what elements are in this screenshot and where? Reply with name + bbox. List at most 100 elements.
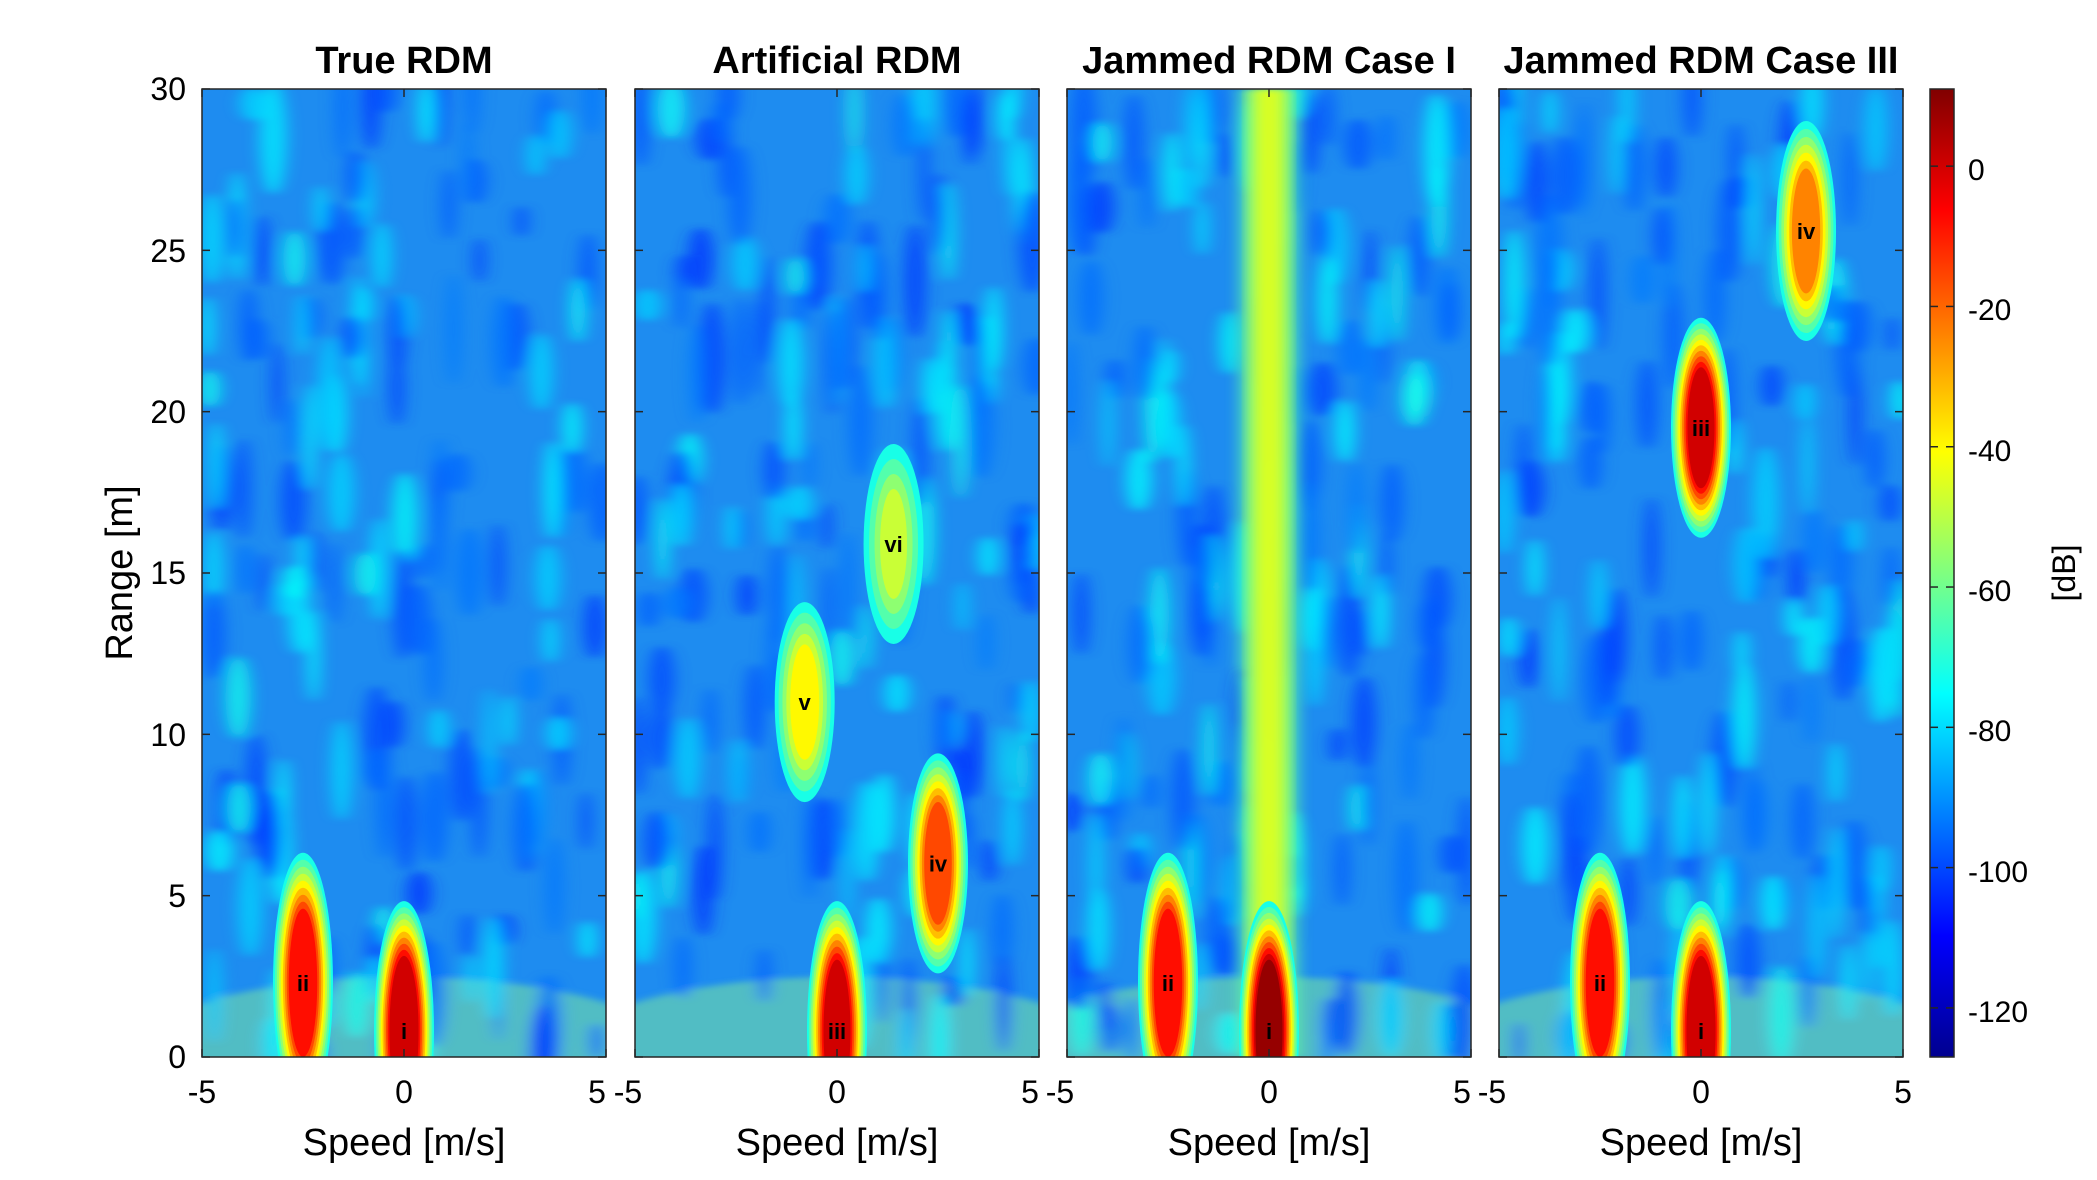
noise-blob — [1514, 1021, 1525, 1057]
noise-blob — [1216, 132, 1230, 179]
noise-blob — [589, 1022, 605, 1057]
noise-blob — [1518, 627, 1538, 689]
noise-blob — [805, 220, 832, 312]
noise-blob — [1018, 190, 1039, 294]
noise-blob — [847, 89, 861, 155]
noise-blob — [749, 810, 771, 854]
noise-blob — [1736, 923, 1761, 1000]
noise-blob — [1760, 364, 1784, 408]
noise-blob — [584, 593, 606, 659]
noise-blob — [1830, 826, 1843, 940]
colorbar-tick-label: -100 — [1968, 856, 2028, 889]
panel-artificial-rdm: iii iv v vi — [634, 88, 1040, 1058]
noise-blob — [1829, 524, 1853, 604]
noise-blob — [1883, 545, 1899, 607]
noise-blob — [1680, 609, 1703, 673]
noise-blob — [1191, 579, 1211, 657]
noise-blob — [578, 920, 597, 959]
noise-blob — [526, 134, 545, 177]
noise-blob — [1351, 675, 1377, 768]
colorbar-ticks — [1930, 165, 1954, 1009]
noise-blob — [1655, 613, 1672, 681]
noise-blob — [1636, 359, 1659, 450]
noise-blob — [296, 294, 308, 356]
noise-blob — [703, 687, 718, 756]
noise-blob — [513, 782, 539, 874]
noise-blob — [1068, 142, 1091, 255]
noise-blob — [1841, 943, 1855, 1022]
x-axis-label: Speed [m/s] — [1168, 1122, 1371, 1164]
noise-blob — [675, 274, 688, 330]
noise-blob — [1372, 574, 1389, 650]
noise-blob — [1102, 379, 1114, 468]
noise-blob — [656, 498, 670, 581]
noise-blob — [635, 288, 661, 322]
noise-blob — [202, 193, 224, 284]
targets — [774, 443, 968, 1057]
noise-blob — [259, 89, 287, 195]
noise-blob — [246, 318, 269, 360]
noise-blob — [429, 708, 449, 749]
target-iv — [908, 753, 968, 974]
noise-blob — [635, 869, 657, 965]
noise-blob — [918, 116, 930, 223]
noise-blob — [1550, 136, 1579, 215]
noise-blob — [733, 297, 749, 406]
noise-blob — [999, 725, 1010, 798]
noise-blob — [1849, 653, 1867, 688]
target-label: i — [401, 1019, 407, 1044]
noise-blob — [376, 89, 398, 113]
noise-blob — [335, 89, 350, 159]
noise-blob — [363, 747, 388, 787]
noise-blob — [892, 92, 916, 158]
noise-blob — [687, 227, 714, 291]
noise-blob — [845, 144, 868, 206]
noise-blob — [752, 300, 763, 396]
noise-blob — [1536, 250, 1561, 367]
noise-blob — [1371, 279, 1384, 349]
x-axis-label: Speed [m/s] — [1600, 1122, 1803, 1164]
colorbar-tick-label: -60 — [1968, 575, 2011, 608]
noise-blob — [1728, 122, 1744, 197]
noise-blob — [1553, 596, 1565, 703]
noise-blob — [370, 517, 389, 621]
noise-blob — [1320, 1017, 1334, 1057]
noise-blob — [1195, 200, 1209, 256]
noise-blob — [729, 738, 747, 804]
noise-blob — [547, 716, 571, 751]
noise-blob — [1147, 639, 1176, 717]
texture-blobs — [202, 89, 606, 1057]
target-label: iii — [828, 1019, 846, 1044]
noise-blob — [514, 205, 528, 238]
noise-blob — [757, 947, 771, 1004]
colorbar-tick-label: 0 — [1968, 154, 1985, 187]
x-tick-label: 5 — [588, 1074, 606, 1110]
noise-blob — [674, 935, 692, 1000]
target-contour — [389, 955, 419, 1057]
noise-blob — [728, 144, 751, 246]
noise-blob — [785, 392, 802, 461]
noise-blob — [952, 302, 980, 347]
y-tick-label: 15 — [150, 555, 186, 591]
noise-blob — [1768, 964, 1794, 1057]
noise-blob — [937, 339, 948, 397]
noise-blob — [803, 789, 817, 900]
noise-blob — [421, 770, 448, 864]
noise-blob — [562, 402, 582, 454]
panel-jammed-rdm-case-1: iii — [1066, 88, 1472, 1058]
noise-blob — [931, 172, 946, 256]
noise-blob — [1783, 679, 1795, 724]
noise-blob — [1329, 727, 1346, 763]
noise-blob — [1788, 548, 1805, 608]
noise-blob — [861, 604, 872, 670]
noise-blob — [1808, 874, 1826, 979]
noise-blob — [502, 695, 515, 747]
noise-blob — [854, 780, 880, 883]
noise-blob — [1701, 752, 1715, 856]
target-ii — [1138, 852, 1198, 1057]
noise-blob — [1847, 518, 1862, 553]
noise-blob — [1334, 832, 1350, 907]
noise-blob — [1451, 962, 1471, 1057]
noise-blob — [483, 916, 504, 1020]
noise-blob — [309, 530, 321, 593]
